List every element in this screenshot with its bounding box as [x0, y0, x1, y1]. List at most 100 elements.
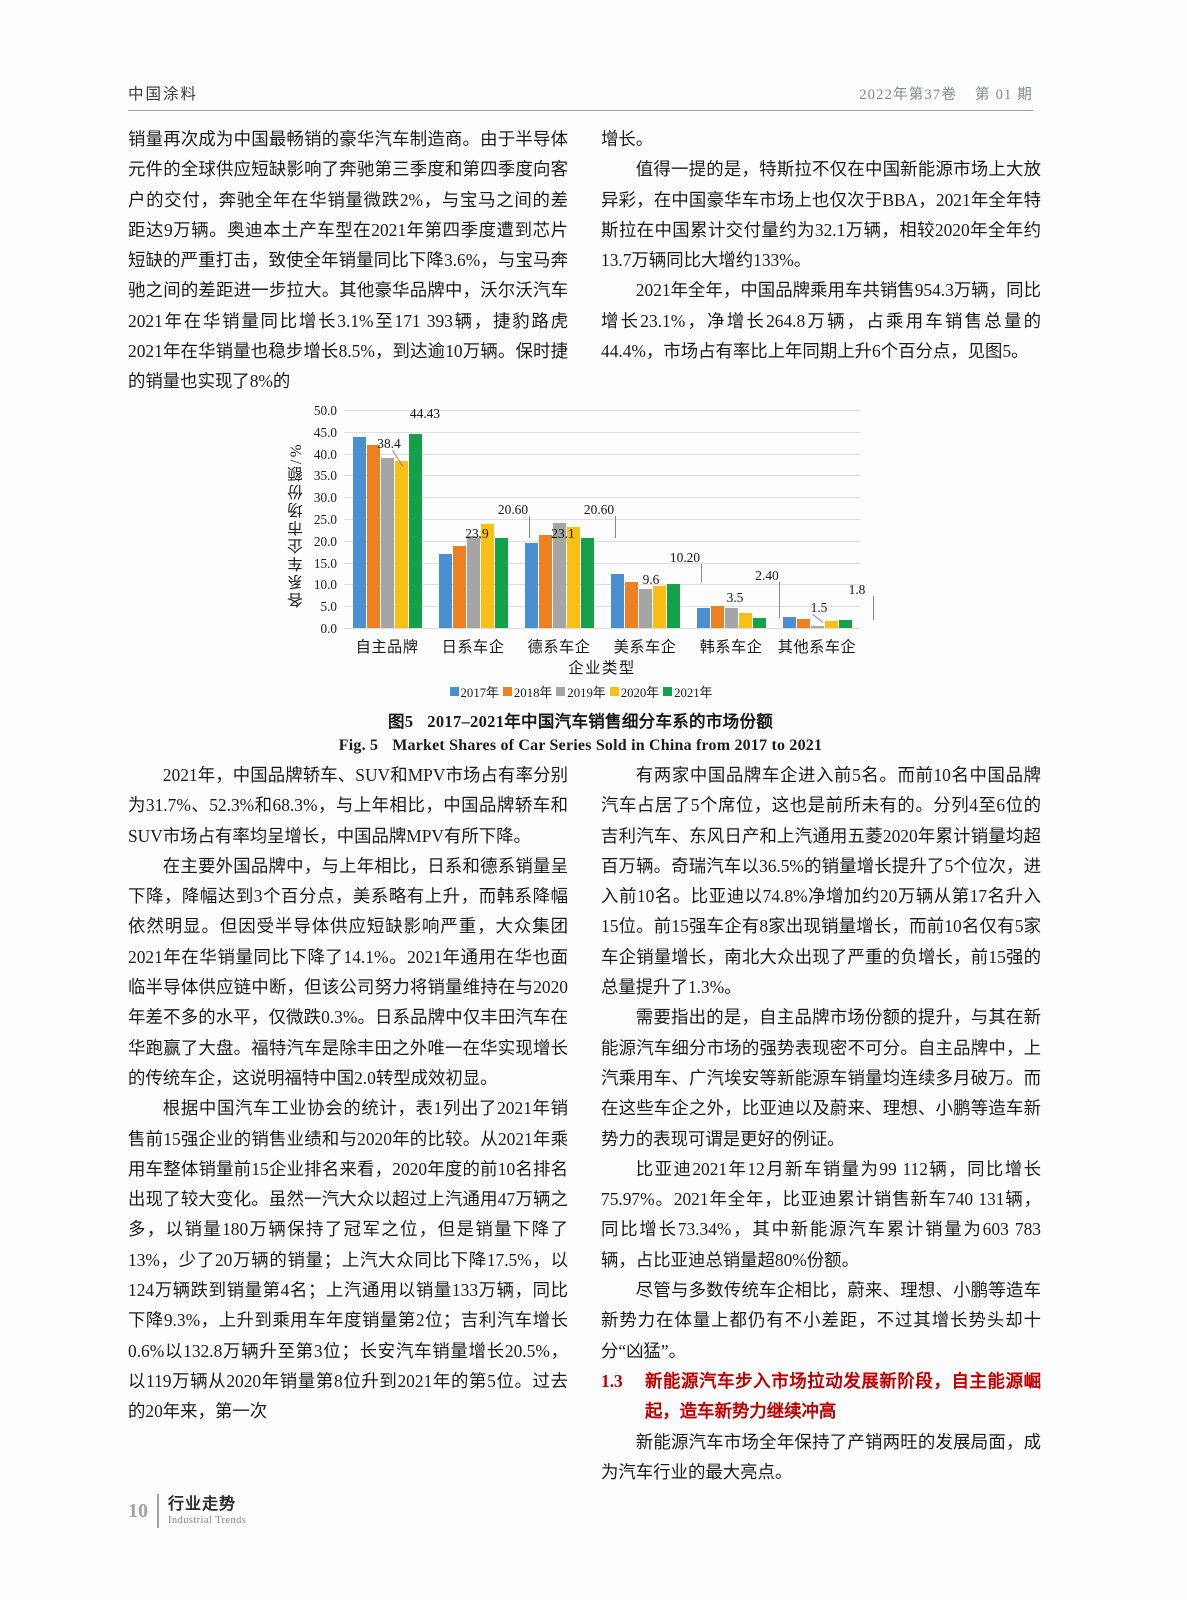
chart-bar-group: 日系车企: [430, 410, 516, 656]
chart-legend-label: 2017年: [460, 686, 499, 700]
paragraph: 新能源汽车市场全年保持了产销两旺的发展局面，成为汽车行业的最大亮点。: [601, 1431, 1041, 1482]
chart-bar: [782, 616, 796, 628]
chart-legend-item: 2017年: [449, 682, 499, 701]
chart-data-label: 3.5: [726, 590, 744, 605]
issue-info: 2022年第37卷 第 01 期: [859, 83, 1033, 104]
chart-legend-swatch: [449, 687, 459, 696]
chart-bar: [838, 620, 852, 628]
chart-bar: [366, 444, 380, 628]
chart-bar: [710, 606, 724, 628]
chart-y-tick: 30.0: [313, 490, 337, 506]
chart-gridline: 40.0: [314, 447, 860, 462]
chart-legend-swatch: [502, 687, 512, 696]
figure-title-en: Market Shares of Car Series Sold in Chin…: [392, 737, 823, 754]
chart-bar: [524, 542, 538, 628]
chart-gridline: 25.0: [314, 512, 860, 527]
chart-bar: [352, 437, 366, 628]
chart-legend-item: 2021年: [663, 682, 712, 701]
chart-bar: [466, 535, 480, 628]
chart-bar-group: 其他系车企: [774, 410, 860, 656]
chart-legend-item: 2020年: [609, 682, 659, 701]
chart-x-tick: 自主品牌: [355, 639, 419, 656]
chart-label-leader: [615, 516, 616, 538]
chart-x-axis-label: 企业类型: [568, 660, 636, 677]
chart-label-leader: [701, 564, 702, 582]
chart-bar: [638, 589, 652, 628]
issue-label: 第 01 期: [975, 87, 1033, 103]
figure-5: 各系车企市场份额/% 0.0 5.0 10.0 15.0 20.0 25.0 30.0 35.…: [128, 403, 1033, 755]
section-heading: 1.3 新能源汽车步入市场拉动发展新阶段，自主能源崛起，造车新势力继续冲高: [601, 1366, 1041, 1427]
chart-bar: [438, 554, 452, 628]
chart-data-label: 10.20: [669, 550, 701, 565]
chart-y-tick: 25.0: [313, 512, 337, 527]
chart-bar-group: 韩系车企: [688, 410, 774, 656]
chart-legend-swatch: [556, 687, 566, 696]
chart-bar: [494, 538, 508, 628]
chart-x-tick: 德系车企: [527, 639, 591, 656]
chart-bar: [724, 608, 738, 628]
chart-label-leader: [529, 516, 530, 538]
chart-data-label: 1.5: [810, 600, 828, 615]
chart-gridline: 45.0: [314, 425, 860, 440]
chart-y-tick: 35.0: [313, 468, 337, 484]
chart-y-tick: 0.0: [320, 621, 337, 636]
chart-legend: 2017年 2018年 2019年 2020年 2021年: [296, 682, 866, 701]
chart-legend-label: 2018年: [513, 686, 553, 700]
footer-divider: [157, 1494, 159, 1528]
chart-bar: [666, 583, 680, 628]
chart-bar-group: 自主品牌: [344, 410, 430, 656]
chart-bar: [552, 522, 566, 628]
chart-bar: [810, 626, 824, 628]
chart-bar: [394, 460, 408, 628]
figure-number-en: Fig. 5: [338, 737, 379, 754]
footer-section-cn: 行业走势: [168, 1495, 237, 1513]
section-title: 新能源汽车步入市场拉动发展新阶段，自主能源崛起，造车新势力继续冲高: [645, 1370, 1041, 1422]
chart-bar: [408, 434, 422, 628]
chart-y-tick: 40.0: [313, 446, 337, 462]
chart-x-tick: 其他系车企: [777, 639, 857, 656]
chart-label-leader: [873, 596, 874, 620]
paragraph: 值得一提的是，特斯拉不仅在中国新能源市场上大放异彩，在中国豪华车市场上也仅次于B…: [601, 159, 1041, 271]
footer-section-en: Industrial Trends: [168, 1514, 247, 1526]
chart-gridline: 15.0: [314, 556, 860, 571]
chart-y-tick: 20.0: [313, 533, 337, 549]
chart-bar: [538, 534, 552, 628]
chart-bar: [380, 457, 394, 628]
page-footer: 10 行业走势 Industrial Trends: [128, 1494, 246, 1528]
paragraph: 比亚迪2021年12月新车销量为99 112辆，同比增长75.97%。2021年…: [601, 1158, 1041, 1270]
running-head: 中国涂料 2022年第37卷 第 01 期: [128, 82, 1033, 111]
chart-gridline: 5.0: [321, 599, 860, 614]
chart-bar: [566, 527, 580, 628]
chart-bar: [752, 617, 766, 628]
figure-number-cn: 图5: [387, 712, 414, 731]
chart-plot-area: 0.0 5.0 10.0 15.0 20.0 25.0 30.0 35.0 40.0 45.0 50…: [296, 403, 874, 700]
chart-gridline: 35.0: [314, 468, 860, 483]
chart-legend-swatch: [663, 687, 673, 696]
chart-bar: [696, 607, 710, 628]
chart-y-tick: 15.0: [313, 555, 337, 571]
paragraph: 需要指出的是，自主品牌市场份额的提升，与其在新能源汽车细分市场的强势表现密不可分…: [601, 1007, 1041, 1149]
paragraph: 在主要外国品牌中，与上年相比，日系和德系销量呈下降，降幅达到3个百分点，美系略有…: [128, 855, 568, 1088]
chart-y-tick: 5.0: [320, 599, 337, 615]
chart-bar-group: 美系车企: [602, 410, 688, 656]
chart-bar: [452, 546, 466, 628]
paragraph: 尽管与多数传统车企相比，蔚来、理想、小鹏等造车新势力在体量上都仍有不小差距，不过…: [601, 1280, 1041, 1361]
figure-caption-en: Fig. 5 Market Shares of Car Series Sold i…: [128, 737, 1033, 755]
chart-bar: [824, 621, 838, 628]
figure-title-cn: 2017–2021年中国汽车销售细分车系的市场份额: [427, 712, 774, 731]
column-top-right: 增长。 值得一提的是，特斯拉不仅在中国新能源市场上大放异彩，在中国豪华车市场上也…: [601, 124, 1041, 366]
chart-legend-swatch: [609, 687, 619, 696]
chart-y-tick: 10.0: [313, 577, 337, 593]
chart-legend-item: 2019年: [556, 682, 606, 701]
chart-data-label: 38.4: [377, 436, 401, 451]
chart-y-tick: 50.0: [313, 403, 337, 418]
section-number: 1.3: [601, 1370, 623, 1391]
chart-legend-label: 2019年: [567, 686, 606, 700]
paragraph: 增长。: [601, 129, 654, 149]
chart-data-label: 1.8: [848, 582, 866, 597]
chart-bar: [652, 586, 666, 628]
chart-gridline: 0.0: [321, 621, 860, 636]
chart-bar: [480, 523, 494, 628]
volume-label: 2022年第37卷: [859, 87, 958, 103]
